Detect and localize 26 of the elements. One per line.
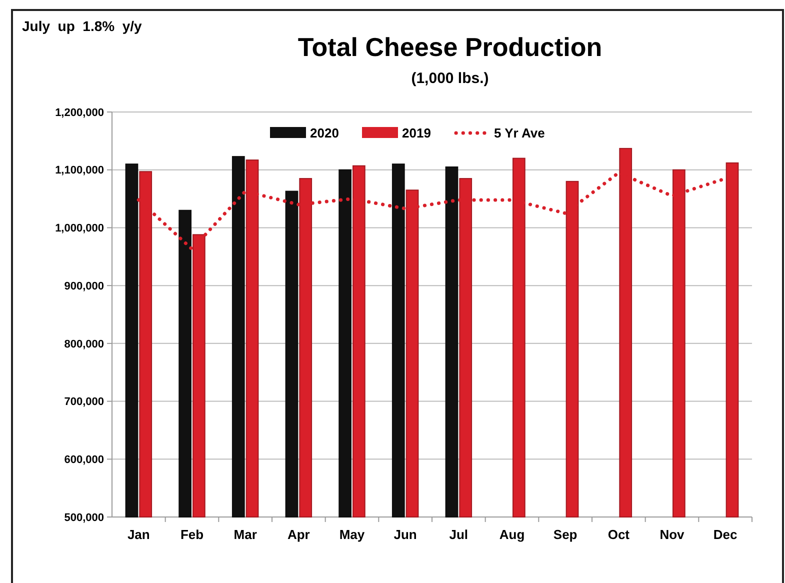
y-tick-label: 800,000	[64, 338, 104, 350]
x-tick-label: Oct	[608, 527, 630, 542]
x-tick-label: Aug	[499, 527, 525, 542]
legend-label: 2019	[402, 126, 431, 141]
chart-subtitle: (1,000 lbs.)	[411, 70, 489, 87]
x-tick-label: Apr	[287, 527, 310, 542]
y-tick-label: 900,000	[64, 280, 104, 292]
x-tick-label: Jun	[394, 527, 417, 542]
legend-label: 5 Yr Ave	[494, 126, 545, 141]
y-tick-label: 1,100,000	[55, 164, 104, 177]
x-tick-label: Feb	[180, 527, 204, 542]
x-tick-label: May	[339, 527, 366, 542]
x-tick-label: Nov	[660, 527, 686, 542]
y-tick-label: 1,200,000	[55, 106, 104, 119]
x-tick-label: Sep	[553, 527, 578, 542]
y-tick-label: 1,000,000	[55, 222, 104, 235]
x-tick-label: Jul	[449, 527, 468, 542]
chart-title: Total Cheese Production	[298, 32, 602, 62]
x-tick-label: Dec	[713, 527, 738, 542]
x-tick-label: Jan	[127, 527, 150, 542]
y-tick-label: 600,000	[64, 454, 104, 466]
text: July up 1.8% y/y	[22, 18, 142, 34]
y-tick-label: 700,000	[64, 396, 104, 408]
legend-label: 2020	[310, 126, 339, 141]
x-tick-label: Mar	[234, 527, 257, 542]
y-tick-label: 500,000	[64, 512, 104, 524]
